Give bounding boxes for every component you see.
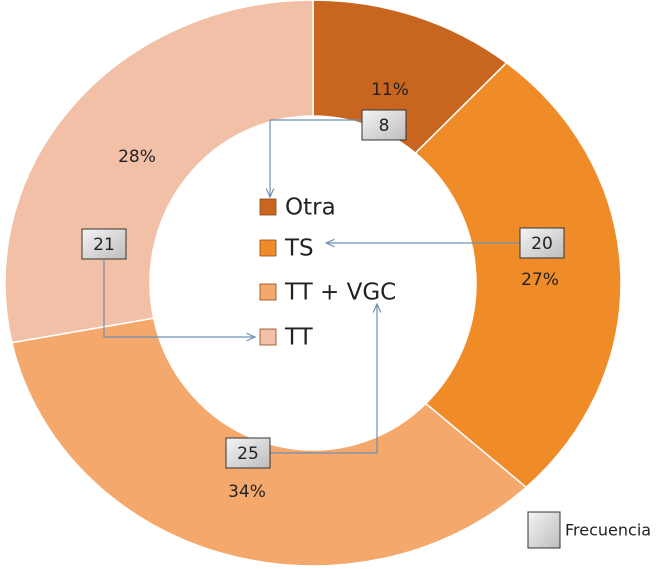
slice — [414, 61, 622, 489]
legend-label: Otra — [285, 195, 336, 221]
value-label: 25 — [237, 444, 259, 464]
percent-label: 27% — [521, 270, 559, 290]
percent-label: 11% — [371, 80, 409, 100]
value-box — [361, 109, 407, 141]
legend-swatch — [259, 198, 277, 216]
value-box — [519, 227, 565, 259]
legend-swatch — [259, 328, 277, 346]
percent-label: 34% — [228, 482, 266, 502]
legend-label: TS — [284, 236, 314, 262]
legend-swatch — [259, 283, 277, 301]
value-box — [225, 437, 271, 469]
value-label: 8 — [379, 116, 390, 136]
value-label: 21 — [93, 235, 115, 255]
slice — [11, 317, 528, 567]
legend-label: TT + VGC — [284, 280, 396, 306]
legend-swatch — [259, 239, 277, 257]
connector — [270, 304, 377, 454]
overlay: Otra TS TT + VGC TT 8 20 25 21 11% 27% 34% 28% Frecu… — [81, 80, 651, 549]
connector — [270, 119, 362, 197]
percent-label: 28% — [118, 147, 156, 167]
legend-label: TT — [284, 325, 314, 351]
legend-swatch — [527, 511, 561, 549]
legend-label: Frecuencia — [565, 521, 651, 540]
value-label: 20 — [531, 234, 553, 254]
value-box — [81, 228, 127, 260]
connector — [103, 260, 255, 337]
